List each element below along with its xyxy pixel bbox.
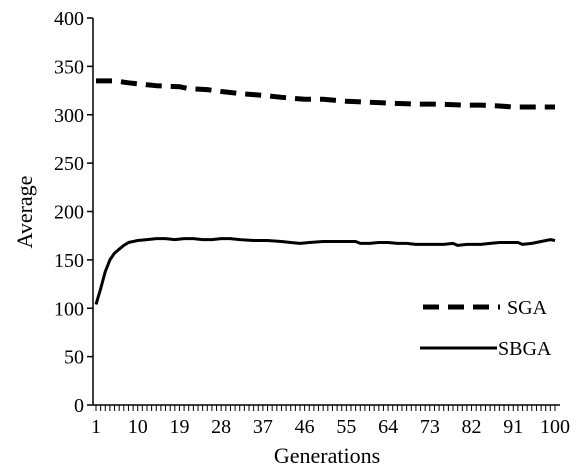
x-tick-label: 19 [169, 416, 189, 438]
y-tick-label: 200 [54, 202, 84, 224]
x-tick-label: 46 [295, 416, 315, 438]
legend-label-sga: SGA [507, 297, 548, 319]
series-layer [94, 78, 556, 305]
y-axis-title: Average [12, 176, 37, 249]
series-line-sbga [94, 237, 556, 305]
y-tick-label: 350 [54, 56, 84, 78]
y-tick-label: 400 [54, 8, 84, 30]
x-tick-label: 73 [420, 416, 440, 438]
x-tick-label: 82 [462, 416, 482, 438]
x-tick-label: 37 [253, 416, 273, 438]
y-tick-label: 0 [74, 395, 84, 417]
y-tick-label: 100 [54, 298, 84, 320]
legend-label-sbga: SBGA [498, 338, 552, 360]
x-axis-title: Generations [274, 443, 380, 468]
x-tick-label: 1 [91, 416, 101, 438]
y-tick-label: 300 [54, 105, 84, 127]
legend: SGA SBGA [420, 297, 552, 360]
x-tick-label: 10 [128, 416, 148, 438]
series-line-sga [96, 78, 555, 110]
x-tick-label: 55 [336, 416, 356, 438]
y-ticks: 0 50 100 150 200 250 300 350 400 [54, 8, 93, 417]
x-tick-label: 91 [503, 416, 523, 438]
y-tick-label: 250 [54, 153, 84, 175]
y-tick-label: 150 [54, 250, 84, 272]
x-tick-label: 64 [378, 416, 398, 438]
x-ticks: 1 10 19 28 37 46 55 64 73 82 91 100 [91, 405, 570, 438]
y-tick-label: 50 [64, 347, 84, 369]
x-tick-label: 100 [540, 416, 570, 438]
x-tick-label: 28 [211, 416, 231, 438]
